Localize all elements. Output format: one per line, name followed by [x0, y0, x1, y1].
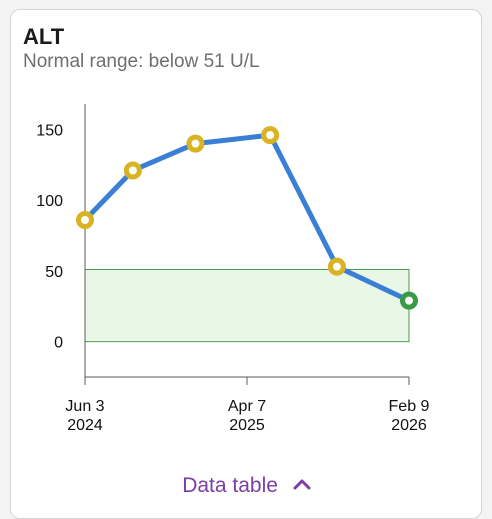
data-point-center [266, 131, 275, 140]
y-tick-label: 50 [45, 264, 63, 281]
normal-range-band [84, 268, 410, 343]
chevron-up-icon [293, 479, 311, 490]
x-tick-label: Apr 7 [228, 398, 266, 415]
data-point-center [405, 296, 413, 305]
data-point-center [191, 139, 200, 148]
chart-title: ALT [23, 24, 65, 49]
x-tick-label: Jun 3 [65, 398, 104, 415]
x-tick-label-year: 2024 [67, 417, 103, 434]
data-table-label: Data table [182, 474, 278, 497]
lab-result-card: ALT Normal range: below 51 U/L 0 50 100 150… [10, 9, 482, 519]
alt-line-chart: 0 50 100 150 Jun 3 2024 Apr 7 2025 Feb 9 2026 [36, 104, 430, 434]
y-tick-label: 0 [54, 335, 63, 352]
data-point-center [81, 215, 89, 224]
x-tick-label-year: 2025 [229, 417, 265, 434]
alt-series-line [82, 132, 412, 304]
data-point-center [332, 262, 341, 271]
normal-range-text: Normal range: below 51 U/L [23, 51, 260, 72]
y-tick-label: 150 [36, 122, 63, 139]
data-point-center [128, 166, 137, 175]
x-tick-label: Feb 9 [389, 398, 430, 415]
data-table-toggle[interactable]: Data table [11, 474, 483, 498]
y-tick-label: 100 [36, 193, 63, 210]
x-tick-label-year: 2026 [391, 417, 427, 434]
